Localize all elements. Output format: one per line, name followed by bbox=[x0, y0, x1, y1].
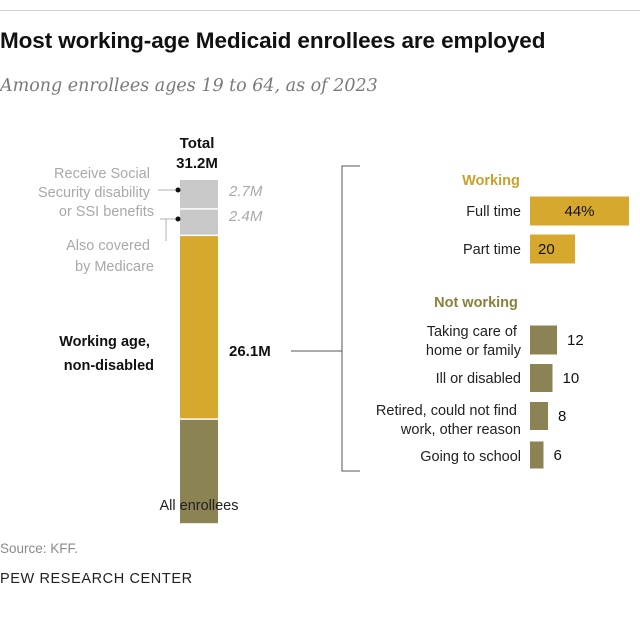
category-label: Retired, could not find work, other reas… bbox=[376, 403, 521, 438]
bar-retired-other bbox=[530, 402, 548, 430]
stacked-bar-caption: All enrollees bbox=[160, 498, 239, 514]
segment-working bbox=[180, 236, 218, 419]
segment-medicare bbox=[180, 209, 218, 235]
category-label: Ill or disabled bbox=[436, 371, 521, 387]
data-label: 10 bbox=[563, 370, 580, 387]
bracket bbox=[341, 165, 360, 472]
org-name: PEW RESEARCH CENTER bbox=[0, 571, 193, 587]
leader-dot-medicare bbox=[175, 216, 181, 222]
chart-subtitle: Among enrollees ages 19 to 64, as of 202… bbox=[0, 76, 378, 96]
data-label: 12 bbox=[567, 332, 584, 349]
annotation-working-age: Working age, non-disabled bbox=[59, 334, 154, 374]
top-rule bbox=[0, 10, 640, 11]
category-label: Full time bbox=[466, 204, 521, 220]
segment-value-working-age: 26.1M bbox=[229, 343, 271, 360]
group-label-working: Working bbox=[462, 173, 520, 189]
annotation-ssdi: Receive Social Security disability or SS… bbox=[38, 166, 154, 220]
total-value: 31.2M bbox=[176, 155, 218, 172]
data-label: 8 bbox=[558, 408, 566, 425]
segment-not-working bbox=[180, 419, 218, 524]
bar-part-time bbox=[530, 234, 575, 264]
total-label: Total bbox=[180, 135, 215, 152]
bar-ill-disabled bbox=[530, 364, 553, 392]
data-label: 44% bbox=[564, 203, 594, 220]
bar-school bbox=[530, 441, 544, 469]
chart-title: Most working-age Medicaid enrollees are … bbox=[0, 28, 546, 53]
category-label: Part time bbox=[463, 242, 521, 258]
source-note: Source: KFF. bbox=[0, 541, 79, 556]
group-label-not-working: Not working bbox=[434, 295, 518, 311]
segment-value-ssdi: 2.7M bbox=[228, 183, 263, 200]
bar-home-family bbox=[530, 325, 557, 355]
data-label: 20 bbox=[538, 241, 555, 258]
bar-full-time bbox=[530, 196, 629, 226]
category-label: Taking care of home or family bbox=[426, 324, 522, 359]
data-label: 6 bbox=[554, 447, 562, 464]
segment-value-medicare: 2.4M bbox=[228, 208, 263, 225]
annotation-medicare: Also covered by Medicare bbox=[66, 238, 154, 275]
segment-ssdi bbox=[180, 180, 218, 209]
category-label: Going to school bbox=[420, 449, 521, 465]
leader-dot-ssdi bbox=[175, 187, 181, 193]
stacked-bar bbox=[180, 180, 218, 524]
